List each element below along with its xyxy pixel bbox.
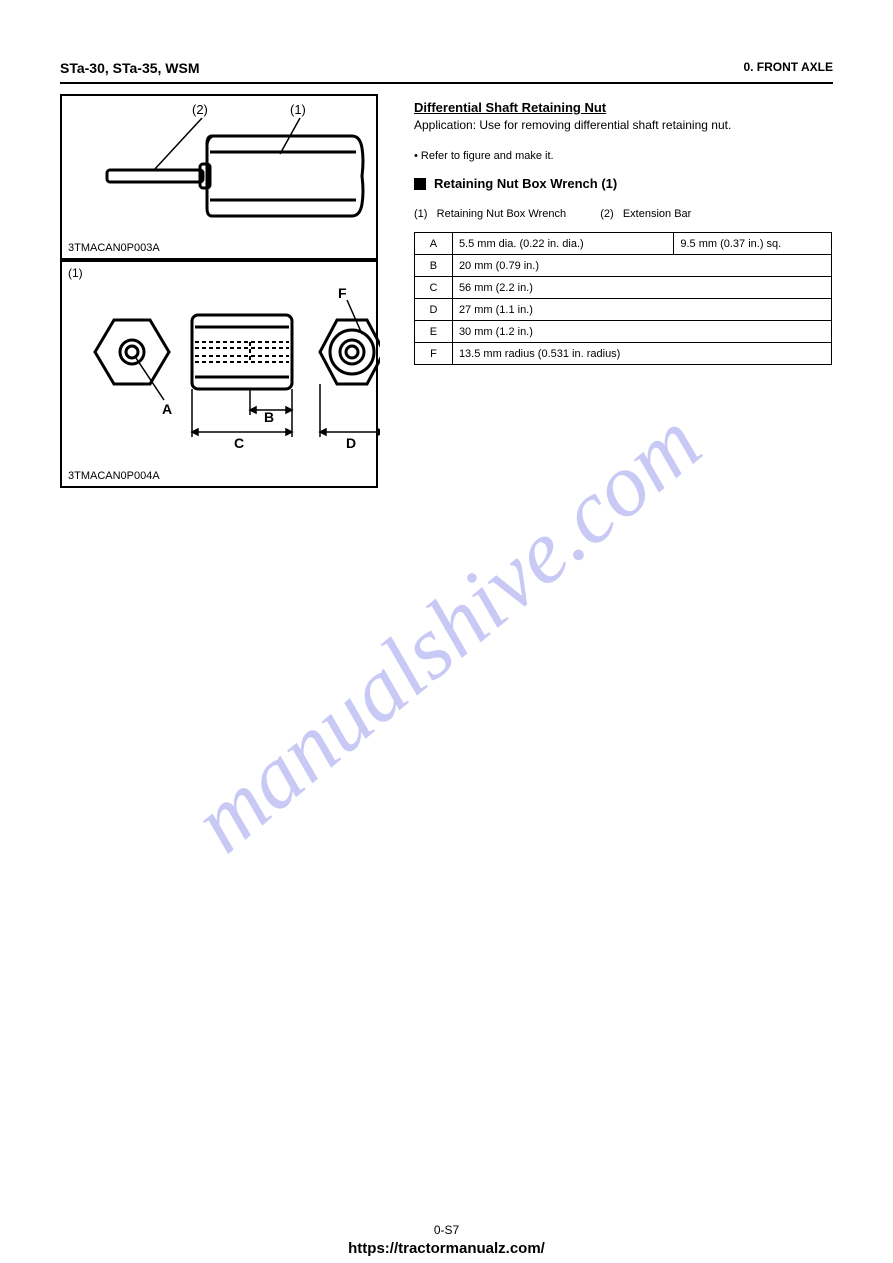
figure-bottom-code: 3TMACAN0P004A: [68, 470, 160, 482]
cell-val: 27 mm (1.1 in.): [452, 299, 831, 321]
spec-table: A 5.5 mm dia. (0.22 in. dia.) 9.5 mm (0.…: [414, 232, 832, 365]
cell-key: D: [415, 299, 453, 321]
section-subtitle: Application: Use for removing differenti…: [414, 118, 731, 132]
section-note-text: Refer to figure and make it.: [421, 150, 554, 162]
callout-2: (2): [192, 102, 208, 117]
legend-1-text: Retaining Nut Box Wrench: [437, 208, 566, 220]
page-header: STa-30, STa-35, WSM 0. FRONT AXLE: [60, 60, 833, 84]
cell-val: 5.5 mm dia. (0.22 in. dia.): [452, 233, 673, 255]
dim-label-d: D: [346, 435, 356, 451]
legend-1-num: (1): [414, 208, 427, 220]
cell-key: E: [415, 321, 453, 343]
page-number: 0-S7: [0, 1223, 893, 1237]
table-row: C 56 mm (2.2 in.): [415, 277, 832, 299]
figure-bottom: (1): [60, 260, 378, 488]
cell-key: A: [415, 233, 453, 255]
table-row: A 5.5 mm dia. (0.22 in. dia.) 9.5 mm (0.…: [415, 233, 832, 255]
section-heading: Retaining Nut Box Wrench (1): [434, 176, 617, 191]
header-left: STa-30, STa-35, WSM: [60, 60, 200, 76]
footer-link[interactable]: https://tractormanualz.com/: [0, 1240, 893, 1257]
table-row: F 13.5 mm radius (0.531 in. radius): [415, 343, 832, 365]
dim-label-b: B: [264, 409, 274, 425]
figure-top-svg: (2) (1): [62, 96, 380, 246]
cell-val: 13.5 mm radius (0.531 in. radius): [452, 343, 831, 365]
page: manualshive.com STa-30, STa-35, WSM 0. F…: [0, 0, 893, 1263]
callout-1: (1): [290, 102, 306, 117]
cell-val: 30 mm (1.2 in.): [452, 321, 831, 343]
table-row: E 30 mm (1.2 in.): [415, 321, 832, 343]
figure-legend: (1) Retaining Nut Box Wrench (2) Extensi…: [414, 208, 691, 220]
cell-key: F: [415, 343, 453, 365]
figure-bottom-panel-num: (1): [68, 266, 83, 280]
section-title: Differential Shaft Retaining Nut: [414, 100, 606, 115]
square-bullet-icon: [414, 178, 426, 190]
cell-val: 20 mm (0.79 in.): [452, 255, 831, 277]
cell-key: C: [415, 277, 453, 299]
legend-2-num: (2): [600, 208, 613, 220]
figure-top: (2) (1) 3TMACAN0P003A: [60, 94, 378, 260]
cell-val: 56 mm (2.2 in.): [452, 277, 831, 299]
figure-bottom-svg: A B C D E F: [62, 262, 380, 472]
section-note: • Refer to figure and make it.: [414, 150, 554, 162]
bullet-icon: •: [414, 150, 418, 162]
table-row: D 27 mm (1.1 in.): [415, 299, 832, 321]
header-right: 0. FRONT AXLE: [743, 60, 833, 74]
dim-label-f: F: [338, 285, 347, 301]
table-row: B 20 mm (0.79 in.): [415, 255, 832, 277]
figure-top-code: 3TMACAN0P003A: [68, 242, 160, 254]
cell-val: 9.5 mm (0.37 in.) sq.: [674, 233, 832, 255]
cell-key: B: [415, 255, 453, 277]
dim-label-c: C: [234, 435, 244, 451]
legend-2-text: Extension Bar: [623, 208, 691, 220]
dim-label-a: A: [162, 401, 172, 417]
